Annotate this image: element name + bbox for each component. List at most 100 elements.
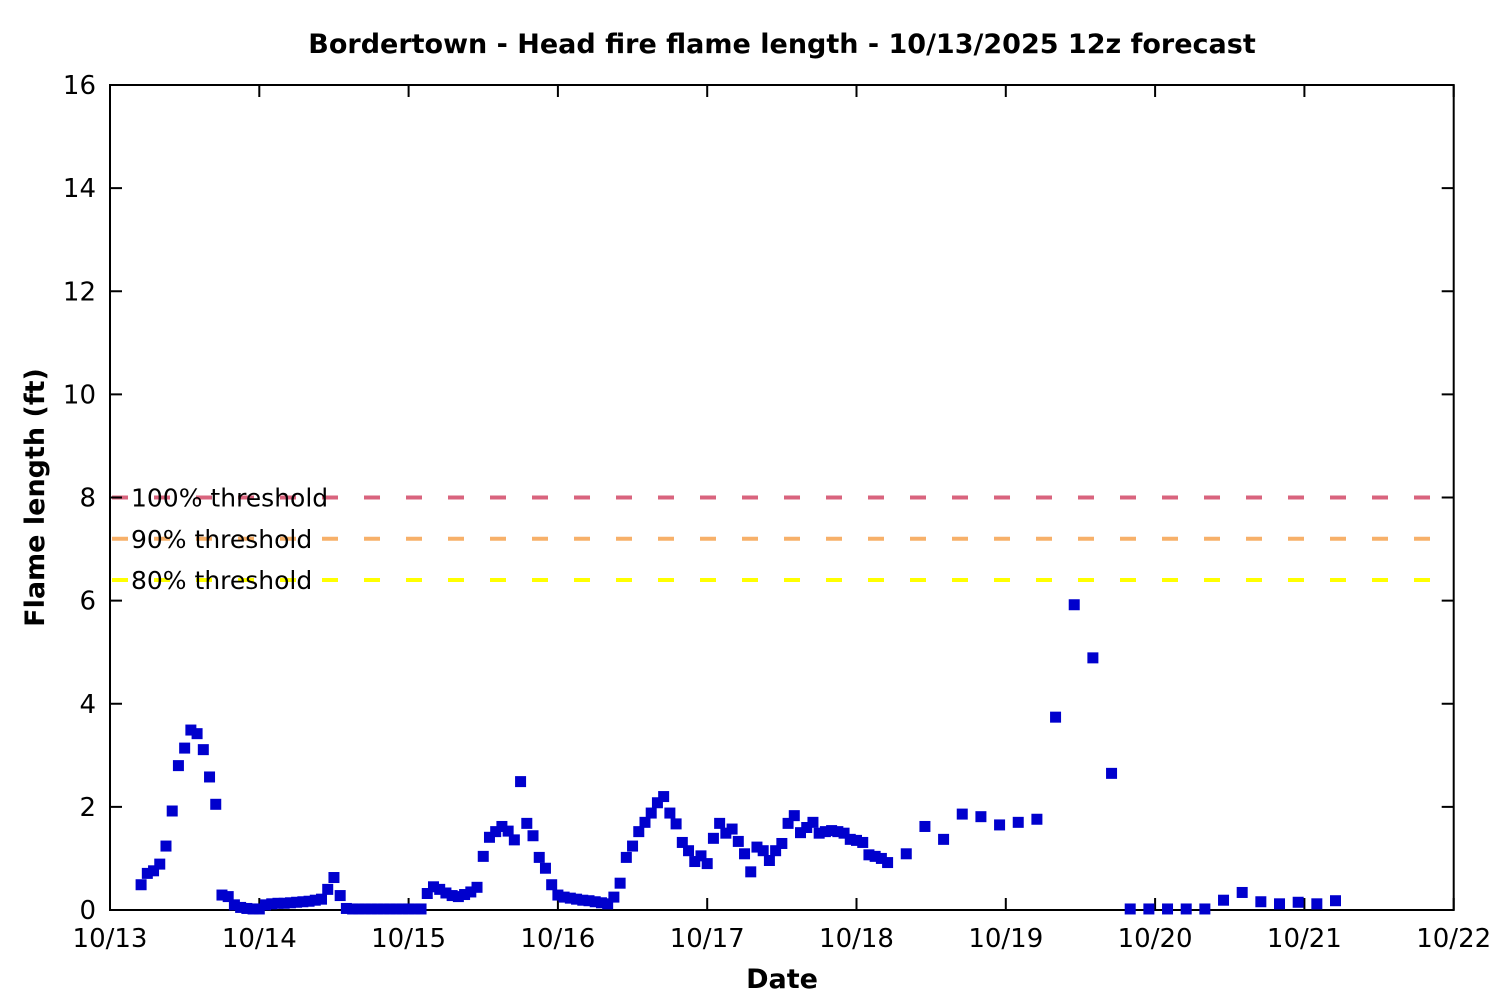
data-point [446, 890, 458, 902]
data-point [396, 903, 408, 915]
y-axis-label: Flame length (ft) [20, 368, 51, 627]
data-point [801, 822, 813, 833]
data-point [409, 903, 421, 915]
data-point [602, 898, 614, 910]
data-point [875, 852, 887, 864]
x-tick-label: 10/17 [670, 924, 745, 954]
data-point [160, 840, 172, 852]
data-point [851, 834, 862, 846]
data-point [235, 901, 247, 913]
data-point [1124, 903, 1136, 915]
data-point [732, 835, 744, 847]
data-point [882, 857, 894, 869]
data-point [745, 866, 757, 878]
data-point [1311, 898, 1323, 910]
y-tick-label: 8 [79, 484, 96, 514]
threshold-lines-layer: 100% threshold 90% threshold 80% threshold [112, 484, 1454, 595]
data-point [278, 897, 290, 909]
data-point [440, 887, 452, 899]
x-tick-label: 10/16 [520, 924, 595, 954]
data-point [552, 889, 564, 901]
data-point [191, 728, 203, 740]
data-point [154, 858, 166, 870]
data-point [328, 872, 340, 884]
data-point [676, 836, 688, 848]
data-point [284, 897, 296, 909]
data-point [571, 893, 583, 905]
threshold-label-6.4: 80% threshold [131, 566, 312, 595]
data-point [956, 808, 968, 820]
data-point [664, 807, 676, 819]
data-point [1068, 599, 1080, 611]
data-point [583, 895, 595, 907]
data-point [720, 827, 732, 839]
data-point [141, 867, 153, 879]
x-tick-label: 10/19 [968, 924, 1043, 954]
data-point [353, 903, 365, 915]
data-point [347, 903, 359, 915]
x-axis-label: Date [746, 964, 818, 995]
data-point [595, 897, 607, 909]
y-tick-label: 14 [63, 174, 96, 204]
data-point [434, 883, 446, 895]
data-point [1236, 886, 1248, 898]
data-point [241, 902, 253, 914]
data-point [863, 849, 875, 861]
data-point [844, 833, 856, 845]
data-point [689, 856, 701, 868]
data-point [900, 848, 912, 860]
data-point [260, 899, 272, 911]
data-point [228, 899, 240, 911]
data-point [683, 845, 695, 857]
data-point [838, 827, 850, 839]
data-point [272, 897, 284, 909]
y-tick-label: 16 [63, 71, 96, 101]
data-point [359, 903, 371, 915]
data-point [857, 836, 869, 848]
data-point [390, 903, 402, 915]
data-point [639, 816, 651, 828]
data-point [1012, 816, 1024, 828]
threshold-label-7.2: 90% threshold [131, 525, 312, 554]
data-point [471, 881, 483, 893]
data-point [266, 898, 278, 910]
data-point [515, 776, 527, 788]
data-point [577, 894, 589, 906]
data-point [483, 831, 495, 843]
data-point [340, 902, 352, 914]
data-point [1255, 896, 1267, 908]
x-tick-label: 10/18 [819, 924, 894, 954]
data-point [421, 888, 433, 899]
y-tick-label: 4 [79, 690, 96, 720]
data-point [608, 891, 620, 903]
data-point [1199, 903, 1211, 915]
data-point [291, 896, 303, 908]
data-point [135, 879, 147, 891]
data-point [558, 891, 570, 903]
data-point [210, 798, 222, 810]
data-point [496, 820, 508, 832]
data-point [253, 903, 265, 915]
data-point [372, 903, 384, 915]
data-point [739, 848, 751, 860]
data-point [197, 744, 209, 756]
data-point [427, 881, 439, 893]
data-point [527, 830, 539, 842]
data-point [795, 827, 807, 839]
data-point [521, 817, 533, 829]
data-point [1180, 903, 1192, 915]
data-point [707, 832, 719, 844]
x-tick-label: 10/22 [1416, 924, 1491, 954]
x-tick-label: 10/20 [1118, 924, 1193, 954]
data-point [751, 841, 763, 853]
data-point [763, 855, 775, 866]
data-point [508, 834, 520, 846]
data-point [1292, 896, 1304, 908]
data-point [757, 845, 769, 857]
data-point [627, 840, 639, 852]
data-point [546, 879, 558, 891]
data-point [1143, 903, 1155, 915]
data-point [452, 891, 464, 903]
